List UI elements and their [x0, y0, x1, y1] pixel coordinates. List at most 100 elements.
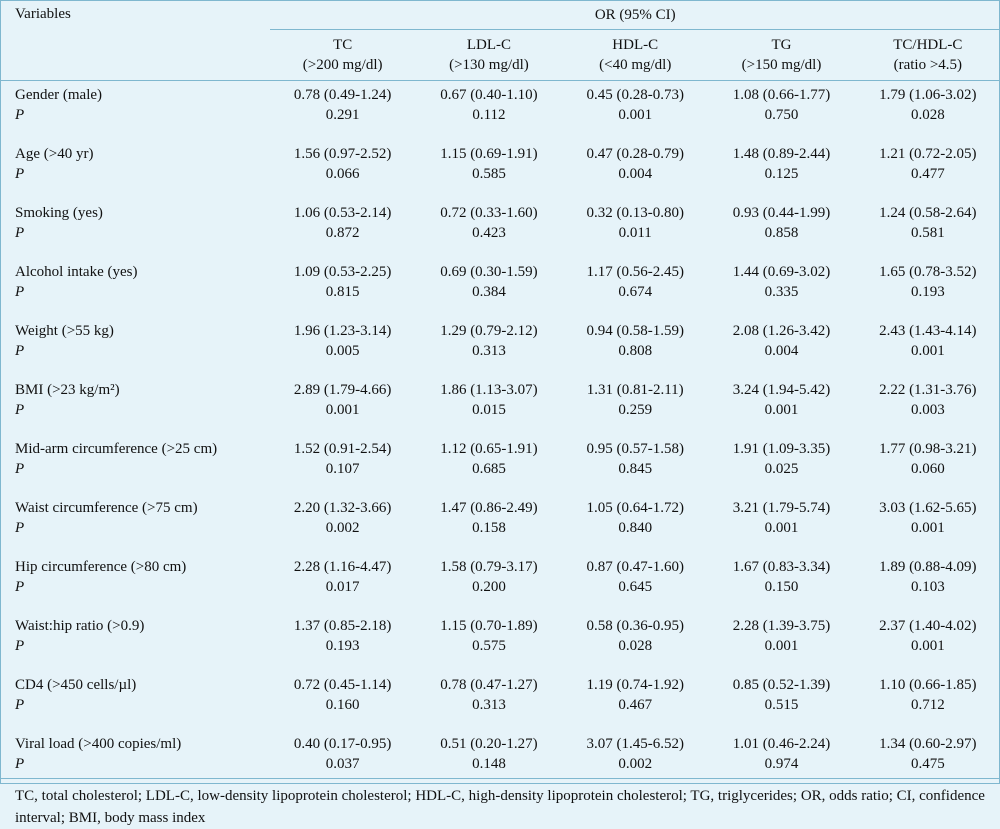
- p-value: 0.477: [910, 166, 945, 182]
- p-value: 0.066: [325, 166, 360, 182]
- table-row: BMI (>23 kg/m²) P 2.89 (1.79-4.66) 0.001 1.8…: [1, 376, 1000, 435]
- table-row: Mid-arm circumference (>25 cm) P 1.52 (0.9…: [1, 435, 1000, 494]
- variable-label: Smoking (yes): [15, 205, 103, 221]
- column-header-threshold: (ratio >4.5): [893, 57, 963, 73]
- odds-ratio: 0.47 (0.28-0.79): [586, 146, 684, 162]
- odds-ratio: 1.79 (1.06-3.02): [879, 87, 977, 103]
- p-value: 0.467: [618, 697, 653, 713]
- column-header: TC/HDL-C (ratio >4.5): [854, 29, 1000, 81]
- value-cell: 2.89 (1.79-4.66) 0.001: [270, 376, 416, 435]
- value-cell: 2.37 (1.40-4.02) 0.001: [855, 612, 1000, 671]
- odds-ratio: 1.34 (0.60-2.97): [879, 736, 977, 752]
- p-value: 0.001: [618, 107, 653, 123]
- value-cell: 1.15 (0.70-1.89) 0.575: [416, 612, 562, 671]
- variable-label: BMI (>23 kg/m²): [15, 382, 120, 398]
- column-header-name: TC/HDL-C: [893, 37, 963, 53]
- odds-ratio: 2.22 (1.31-3.76): [879, 382, 977, 398]
- variable-label: Viral load (>400 copies/ml): [15, 736, 182, 752]
- odds-ratio: 1.05 (0.64-1.72): [586, 500, 684, 516]
- p-value: 0.313: [472, 343, 506, 359]
- value-cell: 1.34 (0.60-2.97) 0.475: [854, 730, 1000, 779]
- value-cell: 0.85 (0.52-1.39) 0.515: [708, 671, 854, 730]
- p-value: 0.148: [472, 756, 506, 772]
- value-cell: 0.51 (0.20-1.27) 0.148: [415, 730, 563, 779]
- column-header: TC (>200 mg/dl): [269, 29, 416, 81]
- value-cell: 1.86 (1.13-3.07) 0.015: [416, 376, 562, 435]
- table-body: Gender (male) P 0.78 (0.49-1.24) 0.291 0.67 …: [1, 81, 1000, 779]
- odds-ratio: 1.67 (0.83-3.34): [732, 559, 831, 575]
- column-header-name: LDL-C: [466, 37, 512, 53]
- p-value-label: P: [15, 107, 25, 123]
- column-header-name: TC: [333, 37, 353, 53]
- value-cell: 1.44 (0.69-3.02) 0.335: [708, 258, 854, 317]
- odds-ratio: 0.45 (0.28-0.73): [586, 87, 684, 103]
- value-cell: 1.17 (0.56-2.45) 0.674: [562, 258, 708, 317]
- odds-ratio: 1.56 (0.97-2.52): [293, 146, 392, 162]
- p-value: 0.107: [325, 461, 360, 477]
- table-row: CD4 (>450 cells/µl) P 0.72 (0.45-1.14) 0.16…: [1, 671, 1000, 730]
- value-cell: 2.43 (1.43-4.14) 0.001: [855, 317, 1000, 376]
- p-value: 0.974: [764, 756, 799, 772]
- value-cell: 0.87 (0.47-1.60) 0.645: [562, 553, 708, 612]
- p-value: 0.125: [764, 166, 799, 182]
- p-value-label: P: [15, 402, 25, 418]
- value-cell: 3.21 (1.79-5.74) 0.001: [708, 494, 854, 553]
- p-value: 0.423: [472, 225, 506, 241]
- odds-ratio: 0.93 (0.44-1.99): [732, 205, 831, 221]
- column-header: HDL-C (<40 mg/dl): [562, 29, 709, 81]
- variables-header: Variables: [1, 1, 270, 81]
- value-cell: 2.08 (1.26-3.42) 0.004: [708, 317, 854, 376]
- odds-ratio: 1.21 (0.72-2.05): [879, 146, 977, 162]
- value-cell: 1.21 (0.72-2.05) 0.477: [855, 140, 1000, 199]
- value-cell: 0.94 (0.58-1.59) 0.808: [562, 317, 708, 376]
- value-cell: 1.12 (0.65-1.91) 0.685: [416, 435, 562, 494]
- variable-label: Waist:hip ratio (>0.9): [15, 618, 145, 634]
- odds-ratio: 2.28 (1.39-3.75): [732, 618, 831, 634]
- p-value: 0.685: [472, 461, 506, 477]
- odds-ratio: 0.87 (0.47-1.60): [586, 559, 684, 575]
- p-value: 0.028: [618, 638, 653, 654]
- value-cell: 1.58 (0.79-3.17) 0.200: [416, 553, 562, 612]
- odds-ratio: 1.47 (0.86-2.49): [440, 500, 538, 516]
- table-row: Waist:hip ratio (>0.9) P 1.37 (0.85-2.18) 0…: [1, 612, 1000, 671]
- value-cell: 1.77 (0.98-3.21) 0.060: [855, 435, 1000, 494]
- table-row: Weight (>55 kg) P 1.96 (1.23-3.14) 0.005 1.2…: [1, 317, 1000, 376]
- value-cell: 0.72 (0.45-1.14) 0.160: [270, 671, 416, 730]
- odds-ratio: 1.10 (0.66-1.85): [879, 677, 977, 693]
- variable-cell: Waist circumference (>75 cm) P: [1, 494, 270, 553]
- odds-ratio: 1.48 (0.89-2.44): [732, 146, 831, 162]
- variable-cell: Weight (>55 kg) P: [1, 317, 270, 376]
- odds-ratio: 1.44 (0.69-3.02): [732, 264, 831, 280]
- odds-ratio: 0.67 (0.40-1.10): [440, 87, 538, 103]
- column-header: LDL-C (>130 mg/dl): [415, 29, 563, 81]
- value-cell: 1.15 (0.69-1.91) 0.585: [416, 140, 562, 199]
- p-value: 0.005: [325, 343, 360, 359]
- table-footnote: TC, total cholesterol; LDL-C, low-densit…: [15, 788, 985, 826]
- value-cell: 0.95 (0.57-1.58) 0.845: [562, 435, 708, 494]
- odds-ratio: 1.31 (0.81-2.11): [586, 382, 684, 398]
- odds-ratio: 0.94 (0.58-1.59): [586, 323, 684, 339]
- variable-cell: CD4 (>450 cells/µl) P: [1, 671, 270, 730]
- p-value: 0.515: [764, 697, 799, 713]
- p-value-label: P: [15, 284, 25, 300]
- p-value: 0.259: [618, 402, 653, 418]
- variable-label: Alcohol intake (yes): [15, 264, 138, 280]
- odds-ratio: 1.77 (0.98-3.21): [879, 441, 977, 457]
- variable-cell: Smoking (yes) P: [1, 199, 270, 258]
- p-value: 0.001: [910, 520, 945, 536]
- p-value: 0.002: [325, 520, 360, 536]
- odds-ratio: 3.24 (1.94-5.42): [732, 382, 831, 398]
- value-cell: 1.31 (0.81-2.11) 0.259: [562, 376, 708, 435]
- table-row: Alcohol intake (yes) P 1.09 (0.53-2.25) 0.8…: [1, 258, 1000, 317]
- p-value: 0.001: [764, 402, 799, 418]
- variable-label: Hip circumference (>80 cm): [15, 559, 187, 575]
- value-cell: 0.78 (0.49-1.24) 0.291: [270, 81, 416, 141]
- value-cell: 1.67 (0.83-3.34) 0.150: [708, 553, 854, 612]
- odds-ratio: 1.91 (1.09-3.35): [732, 441, 831, 457]
- p-value: 0.872: [325, 225, 360, 241]
- p-value: 0.037: [325, 756, 360, 772]
- p-value-label: P: [15, 579, 25, 595]
- value-cell: 2.28 (1.16-4.47) 0.017: [270, 553, 416, 612]
- p-value: 0.004: [764, 343, 799, 359]
- table-row: Gender (male) P 0.78 (0.49-1.24) 0.291 0.67 …: [1, 81, 1000, 141]
